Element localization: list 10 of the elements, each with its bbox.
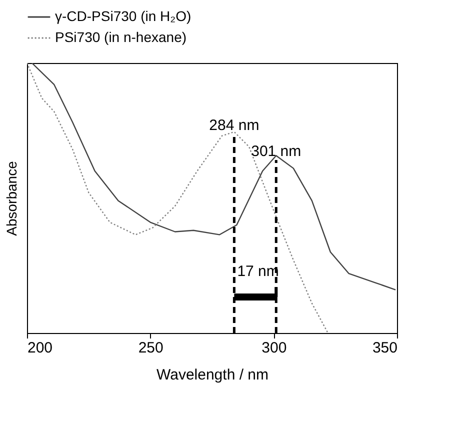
x-tick-label: 200 <box>28 340 53 356</box>
y-axis-title: Absorbance <box>4 160 20 236</box>
x-tick-label: 350 <box>372 340 398 356</box>
ref-line-label: 301 nm <box>251 143 302 160</box>
x-tick-label: 300 <box>262 340 287 356</box>
legend-label: PSi730 (in n-hexane) <box>55 29 187 45</box>
ref-line-label: 284 nm <box>209 117 260 134</box>
x-tick-label: 250 <box>138 340 164 356</box>
x-axis-title: Wavelength / nm <box>156 366 268 384</box>
legend-label: γ-CD-PSi730 (in H₂O) <box>55 8 192 24</box>
